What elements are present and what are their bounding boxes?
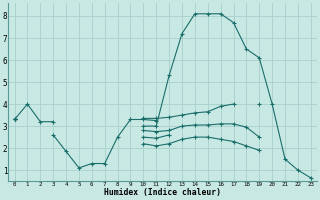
X-axis label: Humidex (Indice chaleur): Humidex (Indice chaleur)	[104, 188, 221, 197]
